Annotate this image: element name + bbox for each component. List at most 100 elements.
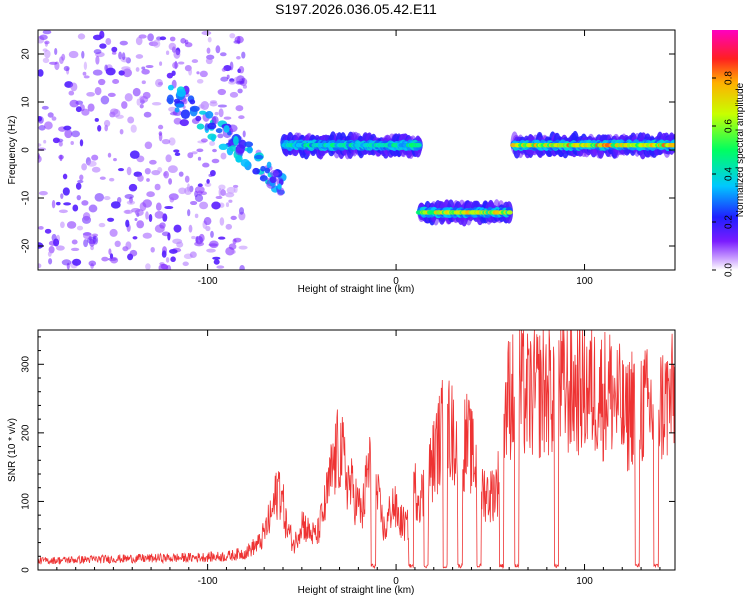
spectral-blob xyxy=(132,87,141,97)
spectral-blob xyxy=(174,152,181,157)
spectral-blob xyxy=(68,50,79,59)
spectral-blob xyxy=(239,265,245,270)
spectral-blob xyxy=(196,148,204,153)
colorbar-title: Normalized spectral amplitude xyxy=(735,82,746,217)
spectral-blob xyxy=(175,103,185,108)
spectrogram-x-axis-title: Height of straight line (km) xyxy=(298,284,415,295)
spectral-blob xyxy=(38,226,44,230)
spectral-blob xyxy=(59,56,64,64)
colorbar-tick-label: 0.8 xyxy=(724,71,735,85)
spectral-blob xyxy=(188,224,193,233)
spectral-blob xyxy=(112,79,120,84)
spectral-blob xyxy=(165,257,170,263)
spectral-blob xyxy=(90,245,94,251)
spectral-blob xyxy=(218,236,226,240)
spectral-blob xyxy=(235,147,245,156)
spectral-blob xyxy=(115,114,124,119)
spectral-blob xyxy=(49,61,58,65)
spectral-blob xyxy=(147,33,154,42)
spectral-blob xyxy=(53,238,60,247)
spectral-blob xyxy=(82,212,91,221)
spectral-blob xyxy=(94,117,99,122)
spectral-blob xyxy=(209,240,219,249)
spectral-blob xyxy=(59,154,63,162)
spectrogram-x-tick-label: -100 xyxy=(198,276,218,287)
spectral-blob xyxy=(225,247,235,256)
snr-x-tick-label: -100 xyxy=(198,576,218,587)
spectral-blob xyxy=(39,34,48,41)
spectral-blob xyxy=(134,217,138,222)
spectral-blob xyxy=(64,129,73,139)
spectral-blob xyxy=(218,108,224,118)
spectral-blob xyxy=(158,132,163,142)
spectral-blob xyxy=(87,103,95,112)
spectrogram-x-tick-label: 0 xyxy=(393,276,399,287)
spectral-blob xyxy=(109,228,118,237)
spectral-blob xyxy=(195,236,199,243)
figure-title: S197.2026.036.05.42.E11 xyxy=(275,1,437,17)
spectral-blob xyxy=(186,183,191,192)
spectral-blob xyxy=(72,258,82,266)
spectrogram-y-tick-label: 0 xyxy=(21,147,32,153)
snr-y-tick-label: 300 xyxy=(21,356,32,373)
spectral-blob xyxy=(164,205,174,210)
spectral-blob xyxy=(121,101,128,109)
colorbar-gradient xyxy=(712,30,738,270)
spectral-blob xyxy=(82,71,87,76)
spectral-blob xyxy=(139,96,149,103)
snr-x-axis-title: Height of straight line (km) xyxy=(298,585,415,596)
spectral-blob xyxy=(60,221,65,229)
spectral-blob xyxy=(242,84,247,89)
spectral-blob xyxy=(194,213,199,219)
spectral-blob xyxy=(119,40,128,46)
spectral-blob xyxy=(260,165,266,172)
spectral-blob xyxy=(264,167,271,174)
spectral-blob xyxy=(83,239,89,248)
colorbar-tick-label: 0.0 xyxy=(724,263,735,277)
spectral-blob xyxy=(48,258,53,265)
spectral-blob xyxy=(223,116,232,120)
spectral-blob xyxy=(63,65,70,72)
spectral-blob xyxy=(209,101,218,107)
spectral-blob xyxy=(233,40,241,44)
colorbar-tick-label: 0.6 xyxy=(724,119,735,133)
spectral-blob xyxy=(122,68,133,78)
spectral-blob xyxy=(269,176,277,184)
spectral-blob xyxy=(166,94,174,105)
spectral-blob xyxy=(38,125,46,131)
spectral-blob xyxy=(246,146,253,154)
snr-x-tick-label: 0 xyxy=(393,576,399,587)
spectral-blob xyxy=(178,187,187,195)
spectral-blob xyxy=(83,75,90,79)
spectral-blob xyxy=(220,152,227,160)
spectrogram-x-tick-label: 100 xyxy=(576,276,593,287)
spectral-blob xyxy=(157,81,163,86)
spectral-blob xyxy=(161,138,171,145)
spectral-blob xyxy=(226,186,236,194)
spectral-blob xyxy=(86,91,95,97)
spectral-blob xyxy=(238,65,245,74)
spectral-blob xyxy=(179,119,189,127)
colorbar-ticks: 0.0 0.2 0.4 0.6 0.8 xyxy=(712,71,735,277)
spectral-blob xyxy=(189,251,197,259)
spectral-blob xyxy=(107,217,115,222)
snr-y-axis-title: SNR (10 * v/v) xyxy=(7,418,18,482)
snr-axes: -100 0 100 0 100 200 300 xyxy=(21,330,675,587)
spectral-blob xyxy=(86,160,97,167)
spectral-blob xyxy=(118,51,123,60)
spectral-blob xyxy=(70,247,80,252)
spectral-blob xyxy=(217,133,224,139)
spectral-blob xyxy=(187,209,191,217)
spectral-blob xyxy=(109,177,115,182)
spectral-blob xyxy=(231,250,236,254)
spectral-blob xyxy=(92,69,103,76)
spectral-blob xyxy=(270,169,279,177)
spectral-blob xyxy=(198,110,207,115)
spectral-blob xyxy=(154,211,164,219)
spectral-blob xyxy=(203,217,212,226)
spectral-blob xyxy=(111,46,118,53)
spectral-blob xyxy=(44,228,52,234)
spectral-blob xyxy=(199,201,209,210)
